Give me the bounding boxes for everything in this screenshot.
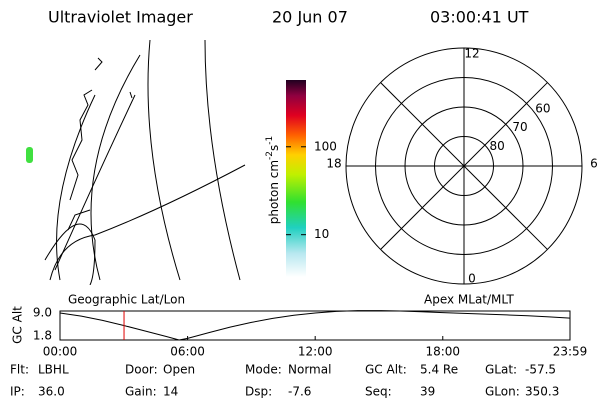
altitude-ylabel: GC Alt	[11, 306, 25, 344]
lon-line	[44, 223, 96, 285]
polar-ring-label: 70	[512, 120, 527, 134]
info-value: 39	[420, 385, 435, 399]
y-tick-label: 9.0	[33, 306, 52, 320]
colorbar-tick-label: 100	[314, 139, 337, 153]
map-label: Geographic Lat/Lon	[68, 293, 185, 307]
lat-line	[56, 94, 96, 281]
colorbar-label: photon cm-2s-1	[265, 136, 281, 225]
info-label: Door:	[125, 363, 158, 377]
y-tick-label: 1.8	[33, 329, 52, 343]
info-value: -7.6	[288, 385, 311, 399]
polar-ring-label: 80	[489, 139, 504, 153]
label-exponent: -1	[265, 136, 275, 145]
time: 03:00:41 UT	[430, 8, 529, 27]
info-value: 14	[163, 385, 178, 399]
polar-diagonal	[380, 82, 548, 250]
coastline	[67, 57, 133, 231]
info-label: IP:	[10, 385, 25, 399]
x-tick-label: 12:00	[298, 345, 333, 359]
colorbar-tick-label: 10	[314, 227, 329, 241]
altitude-curve	[59, 310, 571, 341]
geo-map	[26, 40, 246, 285]
lon-line	[54, 94, 136, 271]
info-value: LBHL	[38, 363, 69, 377]
info-label: Dsp:	[245, 385, 272, 399]
mlt-label: 12	[464, 47, 479, 61]
label-exponent: -2	[265, 151, 275, 160]
info-panel: Flt: LBHL Door: Open Mode: Normal GC Alt: 5.4 R…	[10, 363, 559, 399]
info-label: Mode:	[245, 363, 282, 377]
info-label: Gain:	[125, 385, 157, 399]
info-value: 350.3	[525, 385, 559, 399]
info-value: 36.0	[38, 385, 65, 399]
info-value: 5.4 Re	[420, 363, 458, 377]
mlt-label: 0	[468, 272, 476, 286]
info-label: Seq:	[365, 385, 392, 399]
info-value: Normal	[288, 363, 331, 377]
info-label: GLat:	[485, 363, 517, 377]
label-text: photon cm	[267, 160, 281, 224]
colorbar	[286, 80, 306, 277]
info-label: GLon:	[485, 385, 520, 399]
lat-line	[90, 54, 141, 281]
altitude-frame	[59, 310, 571, 341]
aurora-spot	[26, 147, 33, 163]
lon-line	[49, 164, 246, 281]
info-label: Flt:	[10, 363, 29, 377]
date: 20 Jun 07	[272, 8, 348, 27]
x-tick-label: 18:00	[425, 345, 460, 359]
x-tick-label: 23:59	[553, 345, 588, 359]
x-tick-label: 06:00	[170, 345, 205, 359]
label-text: s	[267, 145, 281, 151]
polar-ring-label: 60	[535, 102, 550, 116]
info-value: Open	[163, 363, 195, 377]
info-label: GC Alt:	[365, 363, 407, 377]
title: Ultraviolet Imager	[48, 8, 193, 27]
lat-line	[147, 40, 181, 281]
x-tick-label: 00:00	[43, 345, 78, 359]
info-value: -57.5	[525, 363, 556, 377]
map-label: Apex MLat/MLT	[424, 293, 514, 307]
mlt-label: 6	[590, 157, 598, 171]
lat-line	[204, 40, 241, 281]
mlt-label: 18	[326, 157, 341, 171]
